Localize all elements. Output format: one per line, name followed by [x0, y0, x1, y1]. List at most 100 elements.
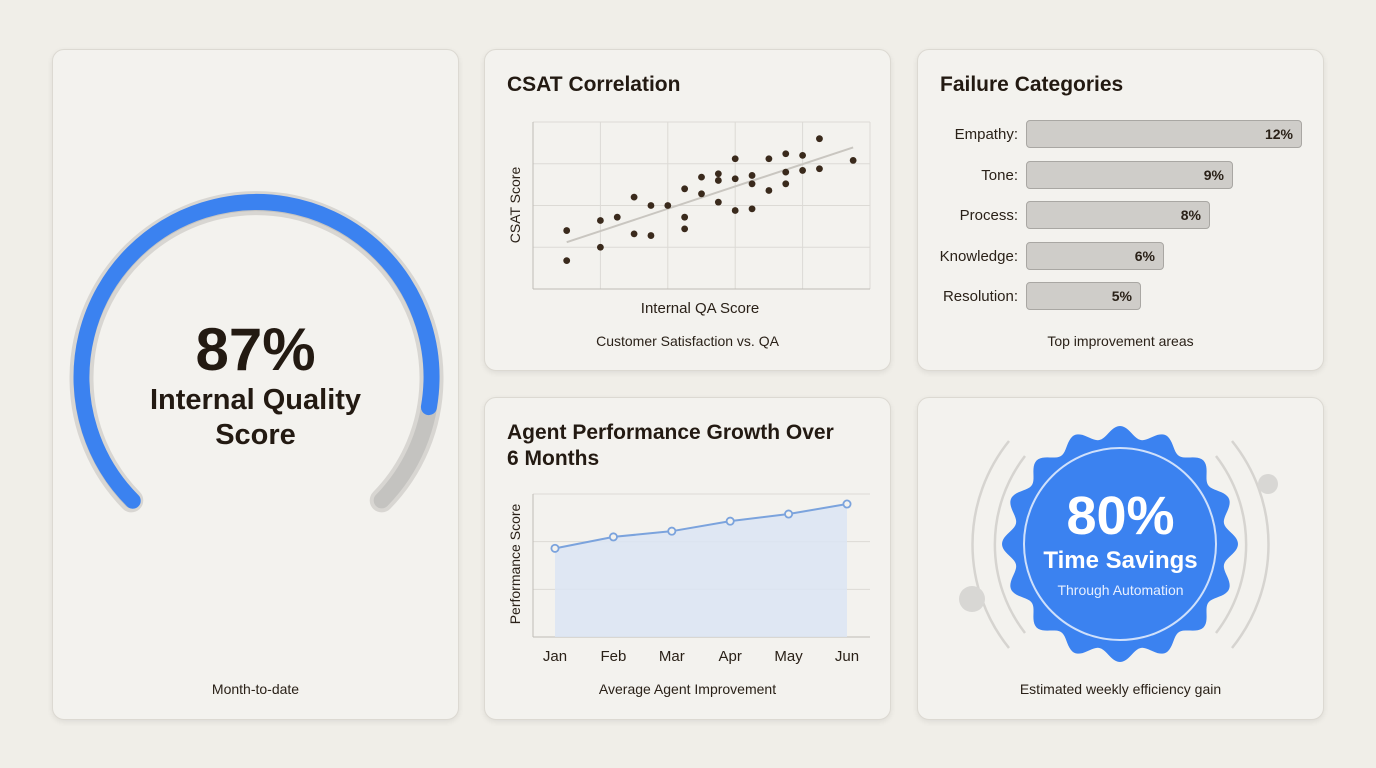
scatter-point [597, 217, 604, 224]
scatter-point [748, 180, 756, 188]
scatter-point [681, 213, 689, 221]
deco-dot-left [959, 586, 985, 612]
csat-title: CSAT Correlation [507, 73, 681, 96]
scatter-y-axis-label: CSAT Score [507, 167, 523, 244]
quality-value: 87% [195, 316, 316, 383]
failure-bar-row: Knowledge: 6% [918, 241, 1325, 272]
area-point [725, 516, 735, 526]
area-point [784, 509, 794, 519]
agent-performance-card: Agent Performance Growth Over 6 Months J… [484, 397, 891, 720]
right-deco-arc-outer [1231, 440, 1270, 649]
area-point [842, 499, 852, 509]
performance-title: Agent Performance Growth Over 6 Months [507, 420, 867, 472]
scatter-point [765, 187, 773, 194]
right-deco-arc-inner [1215, 455, 1248, 634]
failure-bar: 8% [1026, 201, 1210, 229]
scatter-point [799, 167, 806, 174]
quality-caption: Month-to-date [211, 681, 300, 697]
scatter-point [731, 175, 739, 183]
failure-bar-value: 9% [1203, 166, 1224, 183]
failure-title: Failure Categories [940, 73, 1124, 96]
gauge-fill [73, 194, 440, 509]
scatter-point [782, 150, 790, 158]
quality-gauge [69, 191, 444, 513]
scatter-point [698, 190, 705, 198]
failure-bar: 12% [1026, 120, 1302, 148]
left-deco-arc-inner [993, 455, 1026, 634]
performance-line [554, 503, 848, 550]
scatter-point [714, 170, 722, 178]
performance-y-axis-label: Performance Score [507, 503, 523, 624]
failure-bar-label: Knowledge: [939, 247, 1018, 265]
badge-inner-ring [1023, 447, 1217, 641]
performance-title-line2: 6 Months [507, 447, 600, 470]
area-x-tick-label: May [774, 648, 803, 665]
time-savings-card: 80% Time Savings Through Automation Esti… [917, 397, 1324, 720]
area-point [608, 532, 618, 542]
savings-label: Time Savings [1043, 547, 1198, 574]
left-deco-arc-outer [971, 440, 1010, 649]
scatter-point [748, 205, 756, 213]
scatter-point [714, 198, 722, 206]
failure-bar-label: Resolution: [942, 288, 1018, 305]
scatter-point [782, 180, 790, 188]
scatter-point [647, 202, 655, 209]
performance-area-chart: Jan Feb Mar Apr May Jun Performance Score [507, 493, 870, 665]
area-point [667, 526, 677, 536]
scatter-point [714, 177, 722, 184]
csat-correlation-card: CSAT Correlation Internal QA Score CSAT … [484, 49, 891, 371]
savings-caption: Estimated weekly efficiency gain [1019, 681, 1222, 697]
failure-bar-value: 8% [1180, 207, 1201, 223]
csat-scatter-plot: Internal QA Score CSAT Score [507, 121, 871, 317]
area-x-tick-label: Jan [543, 648, 567, 665]
scatter-point [647, 232, 655, 239]
failure-bar-row: Empathy: 12% [918, 120, 1325, 150]
failure-bar-value: 12% [1264, 126, 1293, 142]
failure-bar: 9% [1026, 160, 1233, 189]
scatter-point [630, 230, 638, 238]
scatter-point [681, 225, 689, 233]
failure-bar-value: 5% [1111, 288, 1132, 304]
area-x-tick-label: Feb [600, 648, 626, 665]
scatter-point [563, 257, 571, 265]
area-x-tick-label: Apr [719, 648, 742, 665]
scatter-point [630, 193, 638, 201]
failure-bar-row: Tone: 9% [918, 160, 1325, 191]
csat-caption: Customer Satisfaction vs. QA [596, 333, 779, 349]
quality-label-line1: Internal Quality [149, 384, 362, 416]
failure-bar-label: Empathy: [954, 126, 1018, 143]
performance-area-fill [555, 504, 847, 637]
area-point [550, 543, 560, 553]
failure-bar-label: Tone: [981, 166, 1018, 184]
scatter-point [748, 172, 756, 179]
scatter-point [849, 157, 857, 164]
scatter-point [731, 207, 739, 214]
savings-badge-graphic [959, 426, 1278, 662]
scatter-point [664, 202, 672, 209]
failure-bar: 6% [1026, 241, 1164, 270]
scatter-point [782, 168, 790, 176]
failure-caption: Top improvement areas [1047, 333, 1194, 349]
performance-title-line1: Agent Performance Growth Over [507, 421, 834, 444]
scatter-point [597, 243, 604, 251]
area-x-tick-label: Mar [659, 648, 685, 665]
savings-sublabel: Through Automation [1057, 582, 1184, 598]
scatter-point [698, 173, 705, 181]
deco-dot-right [1258, 474, 1278, 494]
scatter-trendline [566, 146, 854, 244]
savings-badge [1002, 426, 1238, 662]
failure-bar: 5% [1026, 282, 1141, 310]
scatter-point [613, 213, 621, 221]
quality-score-card: 87% Internal Quality Score Month-to-date [52, 49, 459, 720]
quality-label-line2: Score [215, 419, 296, 451]
scatter-point [816, 165, 823, 173]
failure-categories-card: Failure Categories Empathy: 12% Tone: 9% Pro… [917, 49, 1324, 371]
failure-bar-row: Resolution: 5% [918, 282, 1325, 312]
scatter-point [765, 155, 773, 163]
failure-bar-row: Process: 8% [918, 201, 1325, 231]
scatter-point [681, 185, 689, 193]
scatter-point [731, 155, 739, 163]
failure-bar-chart: Empathy: 12% Tone: 9% Process: 8% Knowledge: 6%… [918, 120, 1325, 320]
savings-value: 80% [1066, 486, 1175, 546]
area-x-tick-label: Jun [835, 648, 859, 665]
